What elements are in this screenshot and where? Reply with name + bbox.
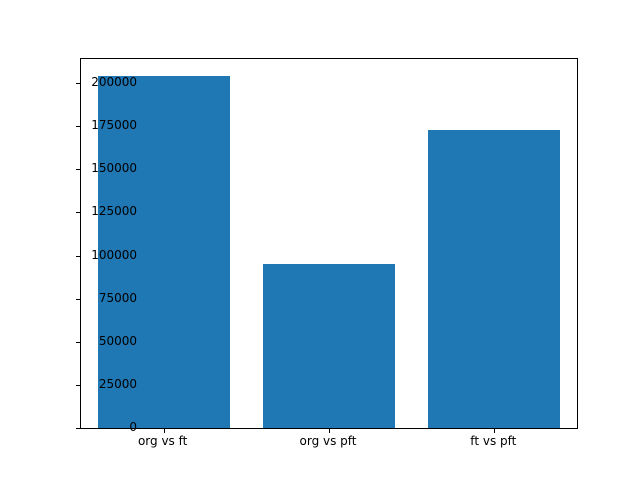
y-tick-mark <box>76 169 80 171</box>
y-tick-mark <box>76 212 80 214</box>
x-tick-label: org vs pft <box>299 434 357 448</box>
plot-area <box>76 58 578 433</box>
y-tick-mark <box>76 83 80 85</box>
x-tick-mark <box>163 429 165 433</box>
y-tick-mark <box>76 428 80 429</box>
y-tick-mark <box>76 341 80 343</box>
y-tick-label: 175000 <box>91 118 137 133</box>
x-tick-mark <box>329 429 330 433</box>
y-tick-label: 150000 <box>91 161 137 176</box>
y-tick-label: 0 <box>129 420 137 434</box>
y-tick-label: 75000 <box>98 290 137 305</box>
y-tick-mark <box>76 384 80 386</box>
y-tick-mark <box>76 298 80 300</box>
x-tick-label: org vs ft <box>137 434 188 448</box>
x-tick-mark <box>494 429 496 433</box>
x-tick-label: ft vs pft <box>470 434 517 448</box>
y-tick-mark <box>76 255 80 257</box>
y-tick-label: 100000 <box>91 247 137 262</box>
y-tick-label: 200000 <box>91 75 137 90</box>
y-tick-label: 50000 <box>98 333 137 348</box>
y-tick-label: 25000 <box>98 376 137 391</box>
bar-org-vs-pft <box>262 264 396 428</box>
y-tick-label: 125000 <box>91 204 137 219</box>
y-tick-mark <box>76 126 80 128</box>
bar-ft-vs-pft <box>428 129 561 428</box>
bar-org-vs-ft <box>97 76 230 428</box>
